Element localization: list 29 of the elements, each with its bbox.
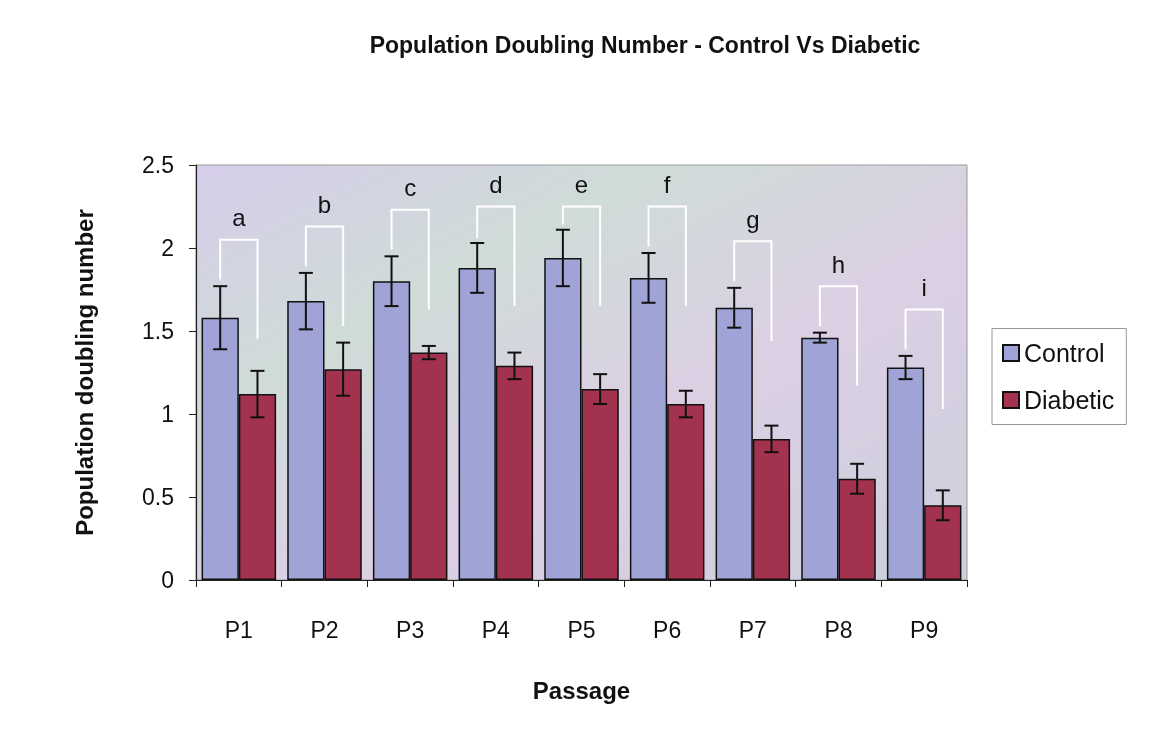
x-axis-title: Passage (532, 676, 631, 704)
x-tick-label: P2 (310, 616, 339, 643)
y-tick-label: 0 (161, 567, 174, 593)
x-tick-label: P4 (481, 616, 511, 643)
x-tick-label: P9 (910, 616, 939, 643)
legend-label: Control (1024, 339, 1105, 367)
y-tick-label: 2 (161, 235, 174, 261)
annotation: c (404, 174, 417, 202)
legend-label: Diabetic (1024, 386, 1115, 414)
x-tick-label: P1 (224, 616, 253, 643)
annotation: b (317, 190, 332, 218)
annotation: h (831, 250, 846, 278)
y-tick-label: 1 (161, 401, 174, 427)
annotation: i (921, 273, 927, 301)
x-tick-label: P3 (396, 616, 425, 643)
x-tick-label: P5 (567, 616, 596, 643)
y-tick-label: 0.5 (142, 484, 174, 510)
x-tick-label: P8 (824, 616, 853, 643)
annotation: f (663, 171, 671, 198)
x-tick-label: P7 (738, 616, 767, 643)
y-tick-label: 2.5 (142, 152, 174, 178)
y-tick-label: 1.5 (142, 318, 174, 344)
annotation: e (574, 171, 589, 198)
x-tick-label: P6 (653, 616, 682, 643)
annotation: d (489, 171, 503, 198)
annotation: a (232, 204, 247, 232)
annotation: g (746, 205, 760, 233)
y-axis-title: Population doubling number (70, 209, 98, 536)
chart-title: Population Doubling Number - Control Vs Diabetic (369, 31, 921, 58)
